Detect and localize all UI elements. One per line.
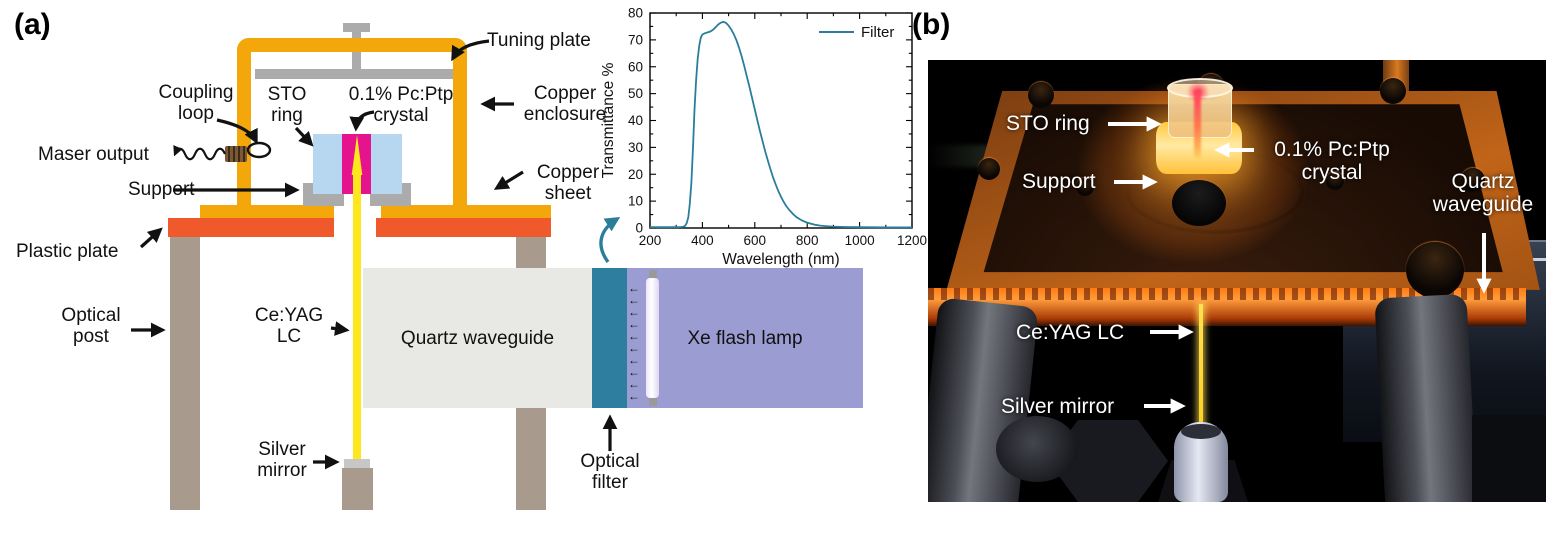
x-tick-label: 1000 bbox=[845, 233, 875, 248]
label-coupling-loop: Coupling loop bbox=[158, 82, 234, 124]
tuning-plate bbox=[255, 69, 458, 79]
arrow-plastic-plate bbox=[139, 227, 163, 249]
y-tick-label: 0 bbox=[635, 221, 643, 236]
label-silver-mirror: Silver mirror bbox=[257, 439, 307, 481]
sto-ring-right bbox=[371, 134, 402, 194]
label-xe-flash-lamp: Xe flash lamp bbox=[687, 328, 803, 349]
photo-front-knob bbox=[1172, 180, 1226, 226]
label-sto-ring: STO ring bbox=[267, 84, 307, 126]
lamp-emission-arrow-icon: ← bbox=[628, 305, 640, 319]
silver-mirror bbox=[344, 459, 370, 469]
mirror-mount bbox=[342, 468, 373, 510]
photo-ceyag-fiber bbox=[1199, 304, 1203, 426]
support-right-foot bbox=[370, 194, 411, 206]
lamp-emission-arrow-icon: ← bbox=[628, 365, 640, 379]
apparatus-photo: STO ring 0.1% Pc:Ptp crystal Support Quar… bbox=[928, 60, 1546, 502]
photo-label-silver-mirror: Silver mirror bbox=[1001, 395, 1115, 418]
lamp-emission-arrows: ← ← ← ← ← ← ← ← ← ← bbox=[628, 281, 645, 402]
photo-label-crystal: 0.1% Pc:Ptp crystal bbox=[1274, 138, 1390, 184]
label-optical-filter: Optical filter bbox=[580, 451, 640, 493]
y-tick-label: 10 bbox=[628, 194, 643, 209]
x-tick-label: 1200 bbox=[897, 233, 927, 248]
lamp-tube-cap-top bbox=[649, 270, 657, 280]
optical-post-left bbox=[170, 237, 200, 510]
lamp-tube bbox=[646, 278, 659, 398]
lamp-emission-arrow-icon: ← bbox=[628, 281, 640, 295]
photo-dark-corner bbox=[1472, 415, 1546, 502]
photo-crystal-beam bbox=[1194, 90, 1201, 158]
lamp-emission-arrow-icon: ← bbox=[628, 389, 640, 403]
label-tuning-plate: Tuning plate bbox=[487, 30, 591, 51]
lamp-emission-arrow-icon: ← bbox=[628, 293, 640, 307]
x-axis-label: Wavelength (nm) bbox=[722, 251, 839, 268]
optical-filter bbox=[592, 268, 627, 408]
plastic-plate-left bbox=[168, 218, 334, 237]
x-tick-label: 400 bbox=[691, 233, 714, 248]
label-copper-enclosure: Copper enclosure bbox=[523, 83, 607, 125]
photo-screw-knob bbox=[1326, 172, 1344, 190]
legend-label: Filter bbox=[861, 24, 894, 41]
lamp-emission-arrow-icon: ← bbox=[628, 353, 640, 367]
panel-a-tag: (a) bbox=[14, 8, 51, 41]
label-ceyag-lc: Ce:YAG LC bbox=[254, 305, 324, 347]
photo-post-right bbox=[1374, 293, 1478, 502]
copper-sheet-right bbox=[381, 205, 551, 218]
photo-screw-knob bbox=[1461, 168, 1485, 192]
plastic-plate-right bbox=[376, 218, 551, 237]
xe-flash-lamp bbox=[627, 268, 863, 408]
label-support: Support bbox=[128, 179, 195, 200]
photo-label-quartz-waveguide: Quartz waveguide bbox=[1432, 170, 1534, 216]
y-tick-label: 50 bbox=[628, 86, 643, 101]
arrow-ceyag bbox=[330, 321, 350, 336]
y-tick-label: 40 bbox=[628, 113, 643, 128]
photo-label-ceyag: Ce:YAG LC bbox=[1016, 321, 1125, 344]
copper-sheet-left bbox=[200, 205, 334, 218]
x-tick-label: 600 bbox=[744, 233, 767, 248]
photo-screw-knob bbox=[1028, 82, 1054, 108]
y-tick-label: 70 bbox=[628, 32, 643, 47]
panel-b-tag: (b) bbox=[912, 8, 951, 41]
lamp-emission-arrow-icon: ← bbox=[628, 377, 640, 391]
optical-post-right-top bbox=[516, 237, 546, 268]
y-tick-label: 30 bbox=[628, 140, 643, 155]
label-crystal: 0.1% Pc:Ptp crystal bbox=[348, 84, 454, 126]
label-plastic-plate: Plastic plate bbox=[16, 241, 119, 262]
coupling-connector bbox=[225, 146, 247, 162]
label-optical-post: Optical post bbox=[61, 305, 121, 347]
lamp-emission-arrow-icon: ← bbox=[628, 317, 640, 331]
label-quartz-waveguide: Quartz waveguide bbox=[400, 328, 555, 349]
lamp-emission-arrow-icon: ← bbox=[628, 341, 640, 355]
photo-screw-knob bbox=[978, 158, 1000, 180]
photo-screw-knob bbox=[1380, 78, 1406, 104]
photo-silver-mirror bbox=[1174, 422, 1228, 502]
support-left-foot bbox=[303, 194, 344, 206]
y-tick-label: 60 bbox=[628, 59, 643, 74]
photo-label-support: Support bbox=[1022, 170, 1096, 193]
filter-curve bbox=[650, 20, 912, 229]
x-tick-label: 200 bbox=[639, 233, 662, 248]
lamp-emission-arrow-icon: ← bbox=[628, 329, 640, 343]
ceyag-fiber bbox=[353, 172, 361, 462]
photo-post-right-knob bbox=[1406, 242, 1464, 298]
lamp-tube-cap-bottom bbox=[649, 396, 657, 406]
photo-screw-knob bbox=[1076, 178, 1094, 196]
y-tick-label: 80 bbox=[628, 6, 643, 21]
ceyag-fiber-tip bbox=[351, 135, 363, 175]
y-axis-label: Transmittance % bbox=[600, 62, 617, 178]
x-tick-label: 800 bbox=[796, 233, 819, 248]
sto-ring-left bbox=[313, 134, 342, 194]
mirror-top-cap bbox=[1181, 424, 1221, 439]
tuning-plate-top bbox=[343, 23, 370, 32]
maser-output-wavy-arrow bbox=[173, 145, 227, 161]
copper-edge-texture bbox=[928, 288, 1526, 300]
quartz-waveguide bbox=[363, 268, 592, 408]
y-tick-label: 20 bbox=[628, 167, 643, 182]
optical-post-right-bottom bbox=[516, 408, 546, 510]
photo-label-sto-ring: STO ring bbox=[1006, 112, 1090, 135]
photo-post-left-flange bbox=[996, 416, 1078, 482]
filter-transmittance-chart: 200 400 600 800 1000 1200 0 10 20 30 40 50 60 70 80 Wav… bbox=[600, 6, 927, 269]
label-maser-output: Maser output bbox=[38, 144, 149, 165]
label-copper-sheet: Copper sheet bbox=[536, 162, 600, 204]
